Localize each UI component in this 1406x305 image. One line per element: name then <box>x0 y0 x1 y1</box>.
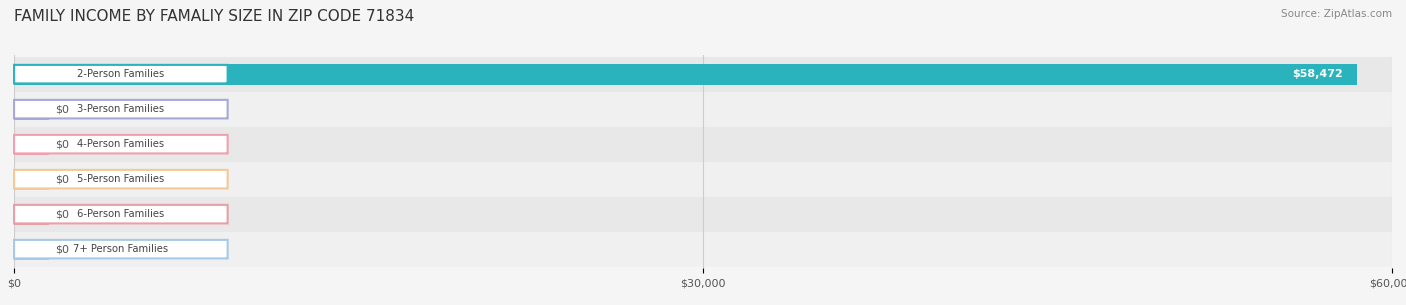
Text: Source: ZipAtlas.com: Source: ZipAtlas.com <box>1281 9 1392 19</box>
FancyBboxPatch shape <box>14 205 228 224</box>
FancyBboxPatch shape <box>14 240 228 258</box>
Bar <box>14 239 48 260</box>
Text: FAMILY INCOME BY FAMALIY SIZE IN ZIP CODE 71834: FAMILY INCOME BY FAMALIY SIZE IN ZIP COD… <box>14 9 415 24</box>
Bar <box>14 134 48 155</box>
Bar <box>14 99 48 120</box>
Text: 5-Person Families: 5-Person Families <box>77 174 165 184</box>
FancyBboxPatch shape <box>14 170 228 188</box>
FancyBboxPatch shape <box>14 135 228 153</box>
FancyBboxPatch shape <box>14 65 228 84</box>
Text: 6-Person Families: 6-Person Families <box>77 209 165 219</box>
Text: 2-Person Families: 2-Person Families <box>77 69 165 79</box>
Bar <box>14 57 1392 92</box>
Bar <box>14 127 1392 162</box>
Bar <box>14 169 48 190</box>
Text: 4-Person Families: 4-Person Families <box>77 139 165 149</box>
Text: $0: $0 <box>55 174 69 184</box>
Bar <box>14 204 48 225</box>
Text: $0: $0 <box>55 244 69 254</box>
Bar <box>14 197 1392 232</box>
Text: $0: $0 <box>55 139 69 149</box>
Bar <box>14 92 1392 127</box>
Text: 7+ Person Families: 7+ Person Families <box>73 244 169 254</box>
Text: 3-Person Families: 3-Person Families <box>77 104 165 114</box>
FancyBboxPatch shape <box>14 100 228 118</box>
Bar <box>14 64 1357 85</box>
Text: $0: $0 <box>55 209 69 219</box>
Bar <box>14 162 1392 197</box>
Text: $58,472: $58,472 <box>1292 69 1343 79</box>
Text: $0: $0 <box>55 104 69 114</box>
Bar <box>14 232 1392 267</box>
